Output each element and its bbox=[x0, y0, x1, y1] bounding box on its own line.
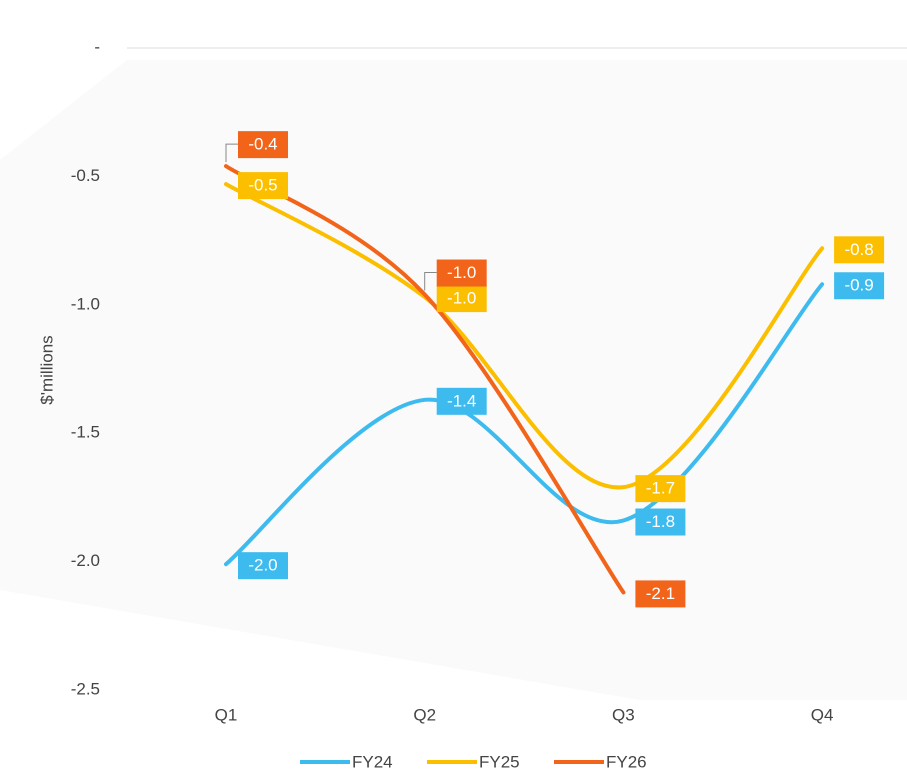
y-tick-label: -0.5 bbox=[71, 166, 100, 185]
label-box bbox=[238, 131, 288, 159]
data-label: -2.0 bbox=[248, 556, 277, 575]
data-label: -0.9 bbox=[844, 276, 873, 295]
leader-line bbox=[225, 143, 238, 163]
legend-label: FY26 bbox=[606, 752, 647, 771]
data-label: -1.7 bbox=[646, 479, 675, 498]
line bbox=[224, 282, 825, 567]
line bbox=[224, 182, 825, 490]
data-label: -1.4 bbox=[447, 391, 476, 410]
legend-label: FY25 bbox=[479, 752, 520, 771]
data-label: -0.8 bbox=[844, 240, 873, 259]
label-box bbox=[635, 580, 686, 608]
leader-line bbox=[424, 272, 437, 291]
data-label: -0.4 bbox=[248, 135, 277, 154]
y-tick-label: -2.0 bbox=[71, 551, 100, 570]
label-box bbox=[238, 552, 288, 580]
label-box bbox=[834, 272, 885, 300]
y-tick-label: -1.5 bbox=[71, 423, 100, 442]
label-box bbox=[635, 475, 686, 503]
label-box bbox=[635, 508, 686, 536]
label-box bbox=[238, 172, 288, 200]
y-tick-label: -2.5 bbox=[71, 679, 100, 698]
data-label: -2.1 bbox=[646, 584, 675, 603]
data-label: -1.8 bbox=[646, 512, 675, 531]
label-box bbox=[834, 236, 885, 264]
x-tick-label: Q3 bbox=[612, 705, 635, 724]
x-tick-label: Q4 bbox=[811, 705, 834, 724]
y-tick-label: -1.0 bbox=[71, 294, 100, 313]
label-box bbox=[436, 387, 487, 415]
data-label: -1.0 bbox=[447, 289, 476, 308]
x-tick-label: Q1 bbox=[215, 705, 238, 724]
background-shade bbox=[0, 60, 907, 700]
data-label: -0.5 bbox=[248, 176, 277, 195]
label-box bbox=[436, 259, 487, 287]
data-label: -1.0 bbox=[447, 263, 476, 282]
x-tick-label: Q2 bbox=[413, 705, 436, 724]
y-tick-label: - bbox=[94, 37, 100, 56]
label-box bbox=[436, 285, 487, 313]
y-axis-label: $'millions bbox=[37, 335, 56, 404]
legend-label: FY24 bbox=[352, 752, 393, 771]
